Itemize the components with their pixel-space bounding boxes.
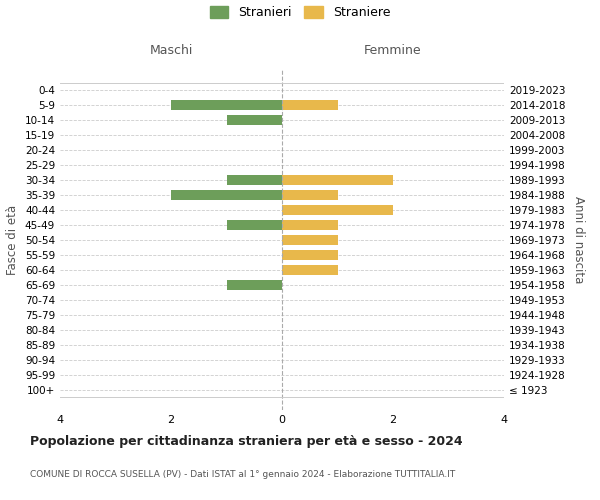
- Bar: [282, 100, 337, 110]
- Text: Popolazione per cittadinanza straniera per età e sesso - 2024: Popolazione per cittadinanza straniera p…: [30, 435, 463, 448]
- Bar: [282, 265, 337, 275]
- Bar: [282, 176, 393, 185]
- Bar: [227, 280, 282, 290]
- Bar: [282, 235, 337, 245]
- Bar: [282, 220, 337, 230]
- Y-axis label: Fasce di età: Fasce di età: [7, 205, 19, 275]
- Text: Maschi: Maschi: [149, 44, 193, 58]
- Legend: Stranieri, Straniere: Stranieri, Straniere: [209, 6, 391, 19]
- Bar: [282, 190, 337, 200]
- Text: COMUNE DI ROCCA SUSELLA (PV) - Dati ISTAT al 1° gennaio 2024 - Elaborazione TUTT: COMUNE DI ROCCA SUSELLA (PV) - Dati ISTA…: [30, 470, 455, 479]
- Bar: [171, 100, 282, 110]
- Bar: [282, 205, 393, 215]
- Y-axis label: Anni di nascita: Anni di nascita: [572, 196, 585, 284]
- Bar: [282, 250, 337, 260]
- Bar: [227, 220, 282, 230]
- Text: Femmine: Femmine: [364, 44, 422, 58]
- Bar: [171, 190, 282, 200]
- Bar: [227, 116, 282, 125]
- Bar: [227, 176, 282, 185]
